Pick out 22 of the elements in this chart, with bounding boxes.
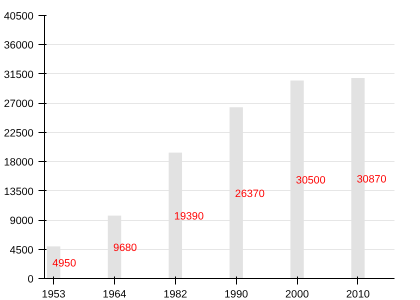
y-tick-label: 4500 [10,244,34,256]
data-label: 9680 [113,242,138,254]
y-tick-label: 22500 [4,127,34,140]
y-tick-label: 40500 [4,10,34,22]
x-tick-label: 2010 [346,288,370,300]
y-tick-label: 27000 [4,98,34,110]
data-label: 4950 [52,257,76,270]
y-tick-label: 31500 [4,68,34,81]
data-label: 30500 [296,174,326,186]
data-label: 19390 [174,210,204,223]
y-tick-label: 9000 [10,215,34,228]
x-tick-label: 1964 [102,288,126,300]
y-tick-label: 0 [28,274,34,286]
x-tick-label: 1982 [164,288,188,300]
y-tick-label: 18000 [4,156,34,169]
y-tick-label: 13500 [4,186,34,198]
data-label: 26370 [235,188,265,200]
x-tick-label: 2000 [285,288,310,300]
x-tick-label: 1990 [224,288,248,300]
x-tick-label: 1953 [42,288,66,300]
y-tick-label: 36000 [4,40,34,52]
data-label: 30870 [356,173,386,186]
